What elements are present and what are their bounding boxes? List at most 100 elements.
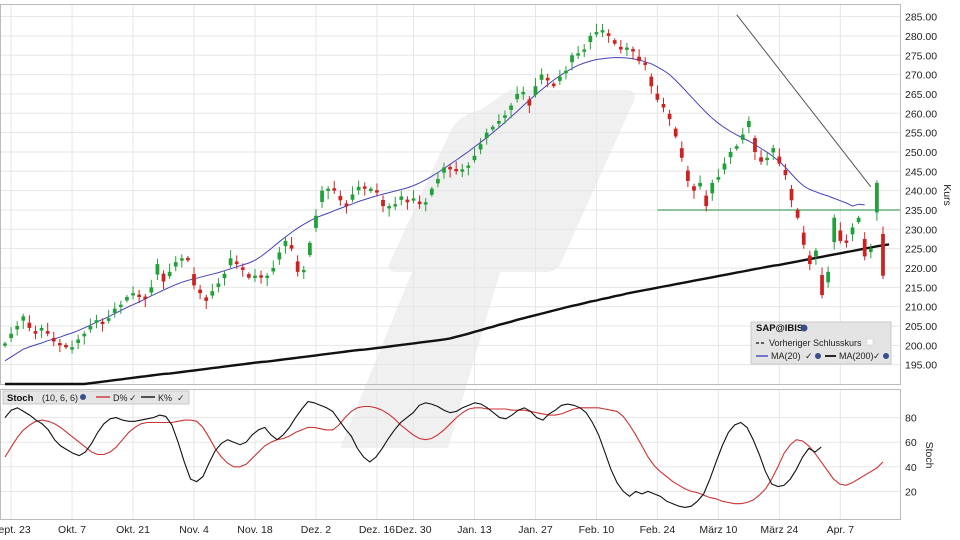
candle-body (557, 76, 562, 81)
candle-body (856, 217, 861, 223)
legend-title: SAP@IBIS (756, 323, 803, 334)
candle-body (710, 182, 715, 194)
stoch-legend: Stoch (10, 6, 6) D% ✓ K% ✓ (2, 390, 190, 405)
candle-body (734, 146, 739, 149)
candle-body (515, 93, 520, 100)
candle-body (198, 289, 202, 294)
candle-body (9, 333, 13, 339)
candle-body (582, 49, 587, 52)
globe-icon[interactable] (80, 394, 86, 400)
candle-body (448, 167, 452, 170)
check-icon[interactable]: ✓ (177, 393, 185, 403)
candle-body (149, 287, 154, 293)
candle-body (362, 186, 367, 189)
x-tick-label: Jan. 13 (457, 524, 492, 536)
price-legend: SAP@IBIS Vorheriger Schlusskurs MA(20) ✓… (750, 321, 892, 365)
candle-body (210, 291, 215, 296)
candle-body (173, 262, 178, 267)
candle-body (801, 232, 806, 245)
candle-body (503, 115, 507, 118)
candle-body (551, 83, 556, 87)
stoch-tick-label: 60 (905, 437, 917, 449)
check-icon[interactable]: ✓ (129, 393, 137, 403)
price-axis-title: Kurs (941, 184, 953, 206)
candles-layer (3, 23, 885, 354)
candle-body (722, 163, 727, 170)
candle-body (21, 316, 26, 321)
candle-body (411, 198, 416, 201)
candle-body (283, 240, 288, 247)
candle-body (496, 121, 501, 124)
x-tick-label: Okt. 7 (58, 524, 86, 536)
candle-body (3, 343, 7, 346)
price-tick-label: 275.00 (905, 50, 937, 62)
x-tick-label: Feb. 10 (579, 524, 615, 536)
candle-body (631, 49, 635, 52)
check-icon[interactable]: ✓ (805, 351, 813, 361)
candle-body (326, 188, 331, 192)
price-tick-label: 205.00 (905, 321, 937, 333)
candle-body (344, 203, 349, 207)
candle-body (265, 275, 270, 279)
candle-body (106, 318, 111, 321)
candle-body (679, 148, 684, 158)
legend-ma20: MA(20) (771, 351, 801, 361)
candle-body (618, 46, 623, 50)
legend-d: D% (113, 393, 128, 403)
candle-body (375, 190, 379, 193)
candle-body (655, 93, 660, 100)
candle-body (716, 177, 721, 180)
price-tick-label: 215.00 (905, 282, 937, 294)
watermark-logo-icon (340, 90, 635, 448)
candle-body (350, 194, 355, 200)
globe-icon[interactable] (800, 324, 808, 332)
stoch-k-line (4, 400, 822, 508)
candle-body (862, 238, 867, 257)
legend-k: K% (158, 393, 172, 403)
candle-body (466, 165, 471, 168)
candle-body (521, 92, 526, 95)
candle-body (844, 240, 849, 243)
globe-icon[interactable] (815, 353, 821, 359)
candle-body (253, 275, 257, 279)
candle-body (45, 331, 50, 334)
candle-body (417, 201, 422, 205)
candle-body (490, 126, 495, 130)
price-tick-label: 195.00 (905, 360, 937, 372)
candle-body (765, 157, 770, 161)
stoch-legend-title: Stoch (7, 393, 34, 404)
candle-body (436, 179, 440, 184)
check-icon[interactable]: ✓ (873, 351, 881, 361)
globe-icon[interactable] (883, 353, 889, 359)
price-tick-label: 225.00 (905, 244, 937, 256)
candle-body (393, 204, 398, 207)
x-tick-label: März 10 (699, 524, 737, 536)
candle-body (94, 320, 99, 323)
candle-body (320, 190, 324, 202)
candle-body (57, 343, 62, 346)
legend-prev-close-checkbox[interactable] (866, 338, 874, 346)
candle-body (826, 271, 831, 283)
candle-body (240, 267, 245, 270)
candle-body (137, 294, 142, 297)
candle-body (179, 258, 184, 261)
stoch-y-axis: 20 40 60 80 (905, 413, 917, 499)
candle-body (277, 252, 282, 260)
candle-body (381, 200, 385, 207)
price-tick-label: 255.00 (905, 128, 937, 140)
price-tick-label: 240.00 (905, 186, 937, 198)
candle-body (112, 308, 117, 313)
ma200-line (5, 243, 890, 386)
price-tick-label: 270.00 (905, 70, 937, 82)
ma20-line (4, 57, 865, 362)
candle-body (509, 105, 513, 110)
candle-body (564, 70, 568, 74)
candle-body (777, 156, 782, 164)
candle-body (259, 275, 263, 278)
x-tick-label: Jan. 27 (518, 524, 553, 536)
candle-body (576, 53, 581, 56)
candle-body (625, 47, 629, 50)
candle-body (789, 188, 794, 201)
candle-body (753, 138, 757, 152)
